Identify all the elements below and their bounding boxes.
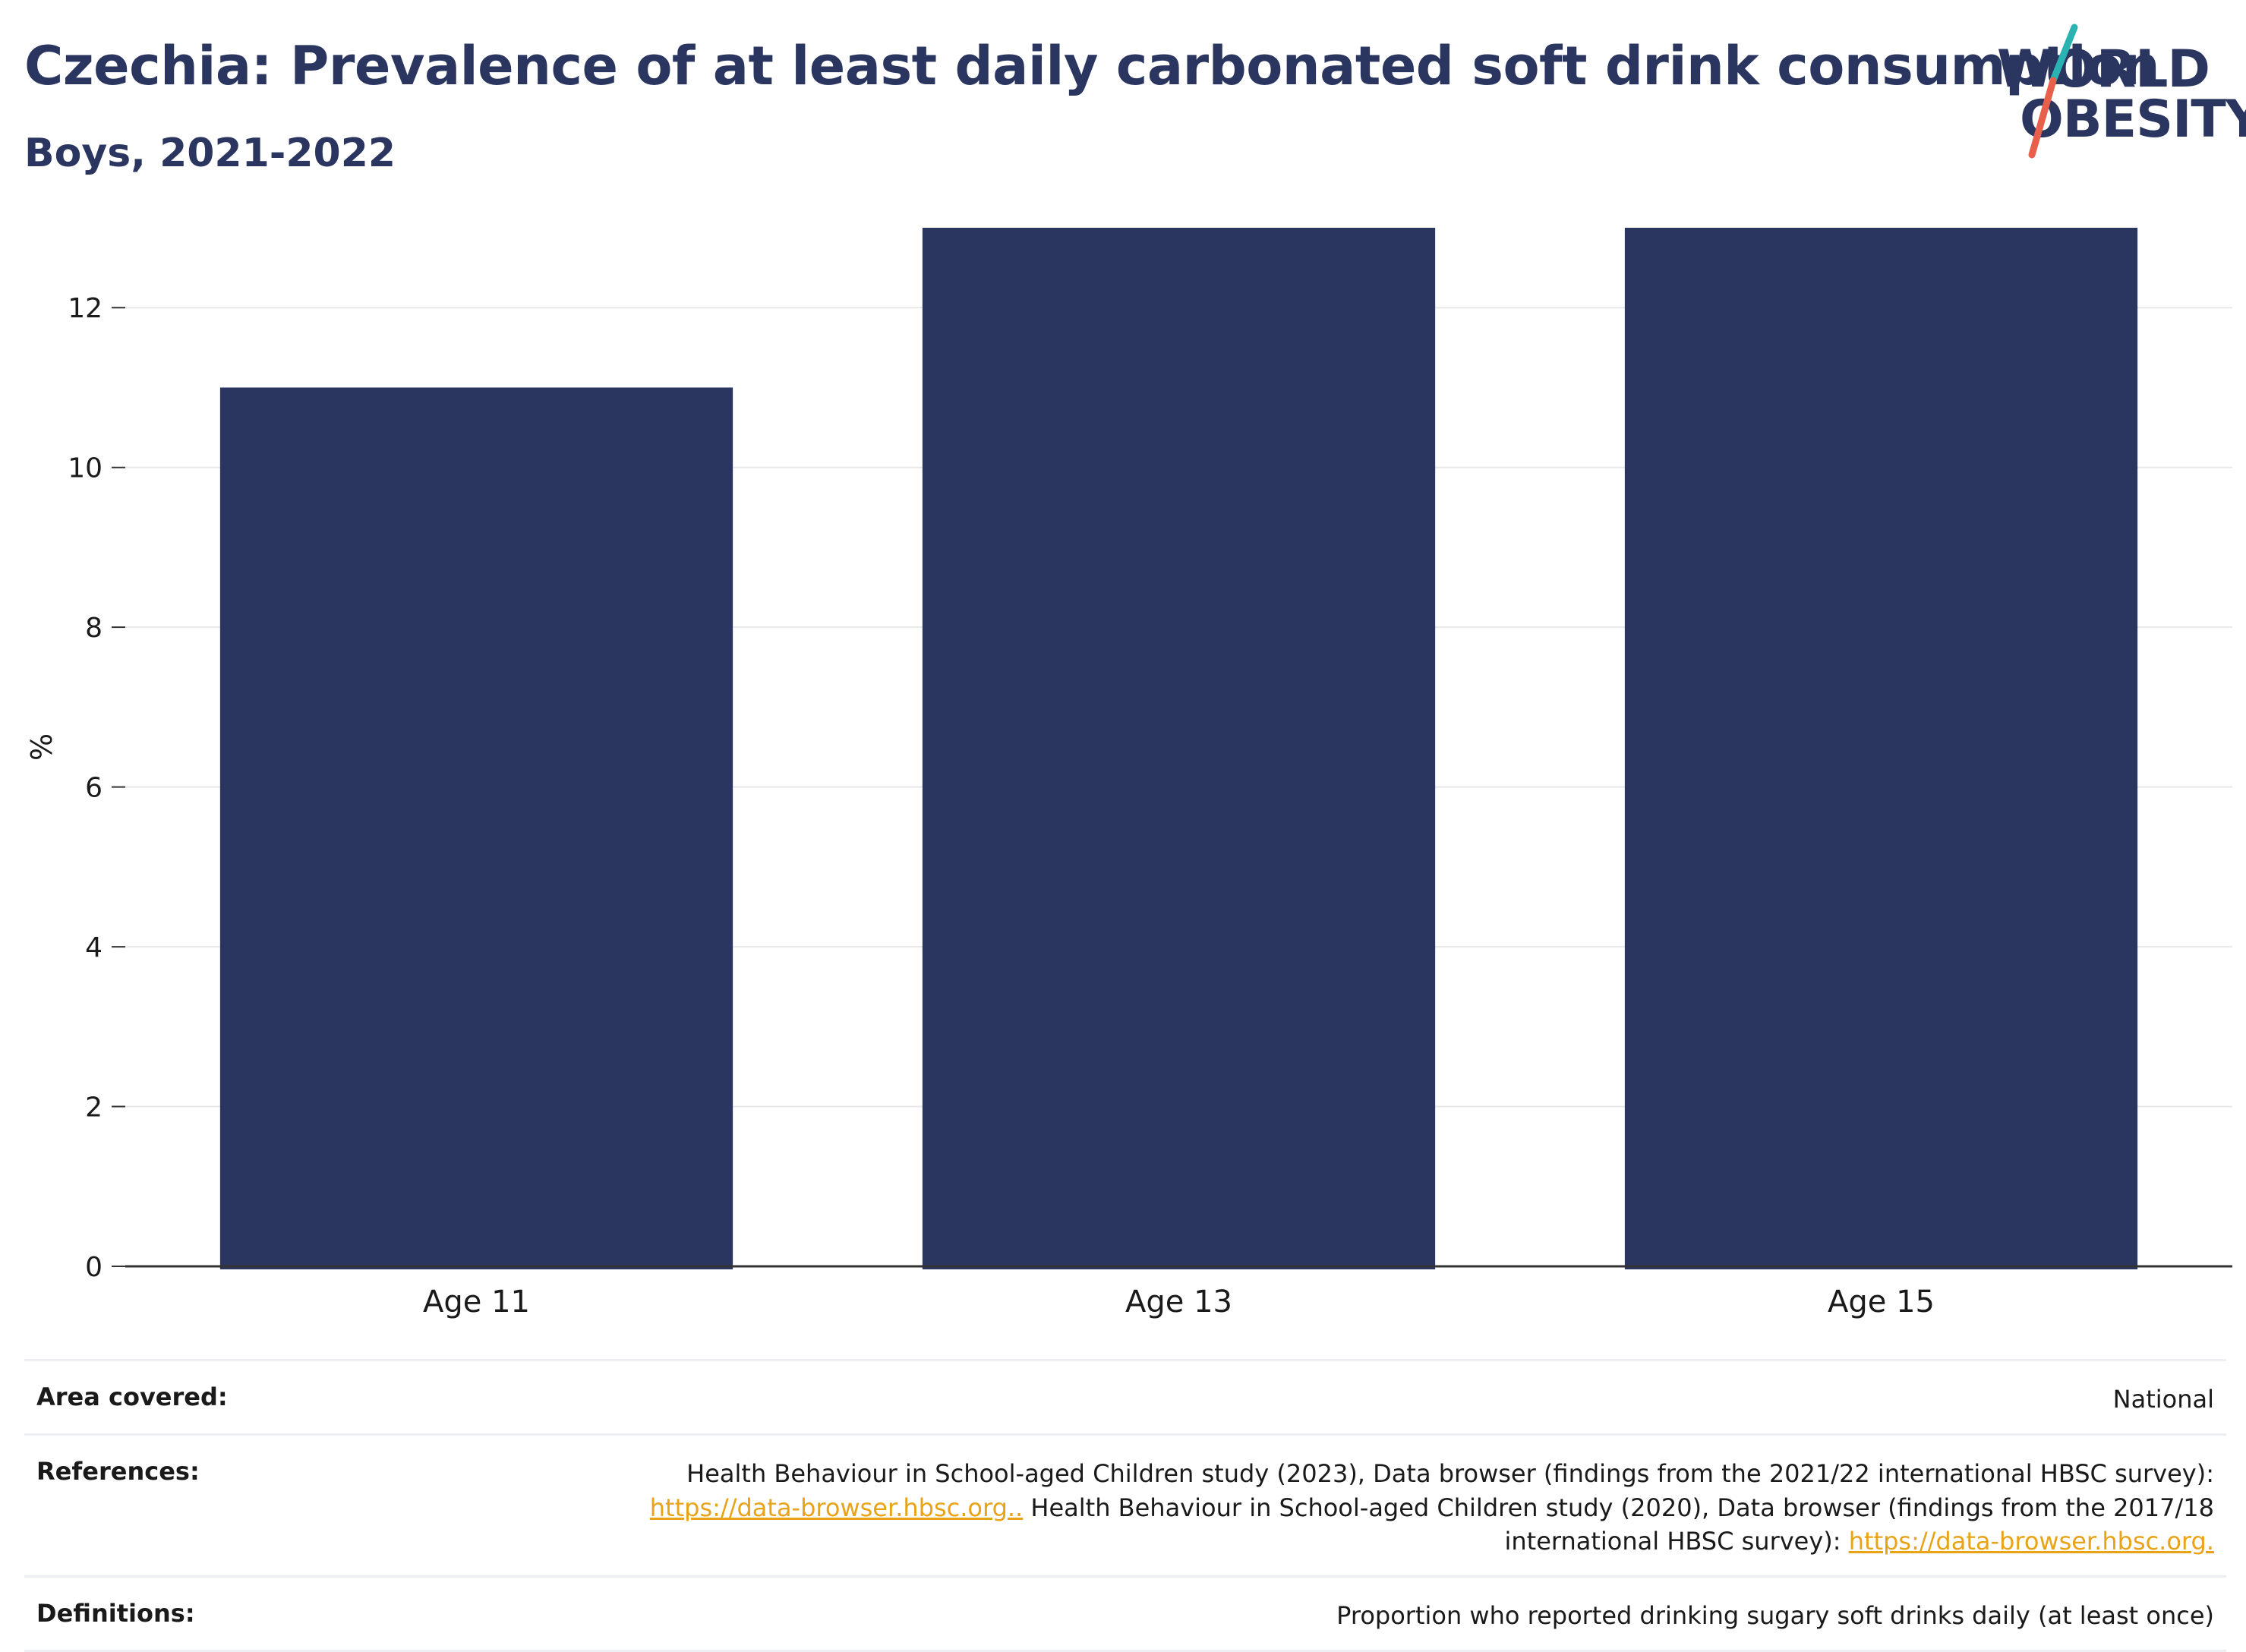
definitions-value: Proportion who reported drinking sugary … [1336,1601,2214,1631]
bar [1624,228,2138,1269]
metadata-table: Area covered: National References: Healt… [24,1359,2226,1652]
area-covered-value: National [2112,1385,2214,1414]
logo-text-line1: WORLD [1997,39,2210,99]
world-obesity-logo: WORLD OBESITY [1989,21,2246,166]
bar-chart: 0 2 4 6 8 10 12 Age 11 Age 13 Age 15 % [25,228,2232,1319]
x-tick-labels: Age 11 Age 13 Age 15 [423,1285,1935,1319]
reference-text-1: Health Behaviour in School-aged Children… [686,1458,2214,1488]
y-tick-label: 0 [85,1252,103,1283]
references-row: References: Health Behaviour in School-a… [24,1433,2226,1575]
bars [219,228,2138,1269]
page-title: Czechia: Prevalence of at least daily ca… [24,35,2160,97]
bar [922,228,1436,1269]
y-tick-label: 6 [85,773,103,804]
y-tick-labels: 0 2 4 6 8 10 12 [68,293,125,1283]
x-tick-label: Age 13 [1125,1285,1232,1319]
y-tick-label: 8 [85,613,103,644]
x-tick-label: Age 15 [1828,1285,1935,1319]
reference-text-2: Health Behaviour in School-aged Children… [1023,1493,2214,1556]
definitions-row: Definitions: Proportion who reported dri… [24,1575,2226,1652]
area-covered-label: Area covered: [36,1382,228,1411]
y-axis-label: % [25,733,58,761]
references-label: References: [36,1456,200,1486]
reference-link-1[interactable]: https://data-browser.hbsc.org.. [649,1493,1024,1522]
bar [219,387,733,1269]
logo-slash-icon [2028,24,2078,159]
reference-link-2[interactable]: https://data-browser.hbsc.org. [1848,1527,2214,1556]
logo-text-line2: OBESITY [2020,90,2246,150]
y-tick-label: 4 [85,932,103,963]
definitions-label: Definitions: [36,1599,195,1628]
y-tick-label: 12 [68,293,103,324]
page-subtitle: Boys, 2021-2022 [24,131,396,176]
y-tick-label: 10 [68,453,103,484]
references-value: Health Behaviour in School-aged Children… [620,1457,2214,1559]
x-tick-label: Age 11 [423,1285,530,1319]
y-tick-label: 2 [85,1092,103,1124]
area-covered-row: Area covered: National [24,1359,2226,1433]
